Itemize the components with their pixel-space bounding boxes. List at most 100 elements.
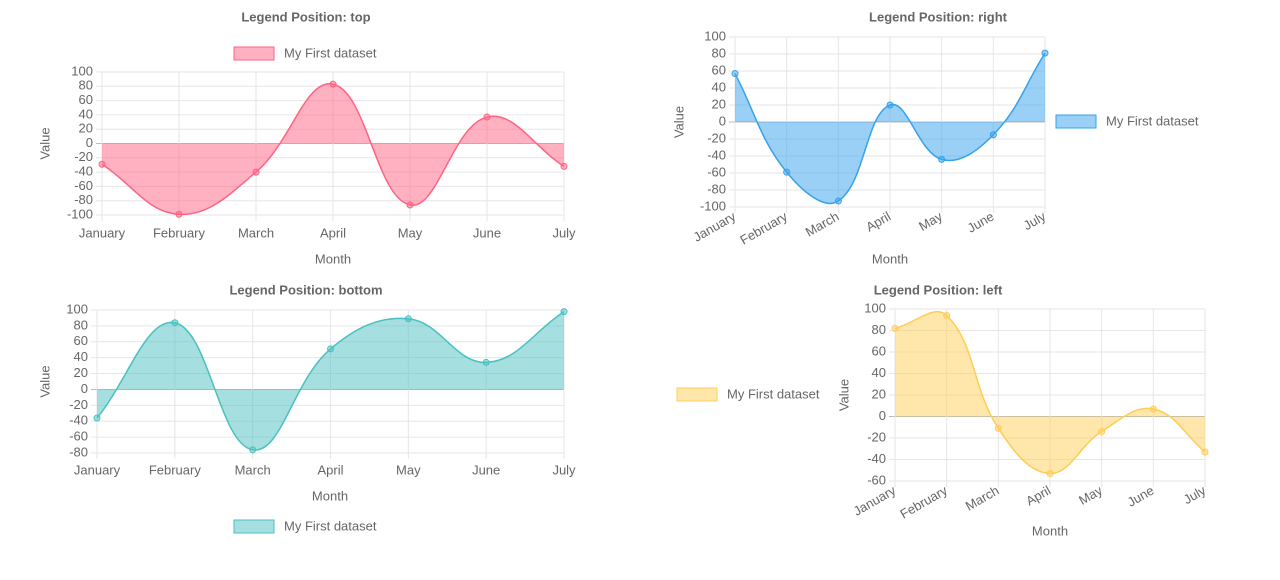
y-tick-label: -60 xyxy=(867,472,886,487)
y-tick-label: 20 xyxy=(712,96,726,111)
y-tick-label: 60 xyxy=(74,333,88,348)
y-tick-label: 100 xyxy=(71,63,93,78)
point xyxy=(483,113,491,121)
legend-label: My First dataset xyxy=(284,518,377,533)
y-tick-label: -80 xyxy=(74,192,93,207)
y-tick-label: -100 xyxy=(700,198,726,213)
y-tick-label: -60 xyxy=(74,178,93,193)
y-tick-label: 0 xyxy=(719,113,726,128)
y-axis-title: Value xyxy=(836,379,851,411)
y-tick-label: 60 xyxy=(79,92,93,107)
point xyxy=(171,319,179,327)
legend-label: My First dataset xyxy=(284,45,377,60)
y-tick-label: -40 xyxy=(867,451,886,466)
point xyxy=(989,131,997,139)
x-tick-label: January xyxy=(691,208,739,244)
area xyxy=(97,311,564,451)
x-tick-label: March xyxy=(963,483,1002,514)
x-tick-label: May xyxy=(398,225,423,240)
y-tick-label: 20 xyxy=(79,121,93,136)
point xyxy=(482,358,490,366)
x-tick-label: April xyxy=(320,225,346,240)
y-tick-label: -80 xyxy=(69,444,88,459)
point xyxy=(560,308,568,316)
point xyxy=(406,201,414,209)
x-axis-title: Month xyxy=(1032,523,1068,538)
legend-label: My First dataset xyxy=(1106,113,1199,128)
x-tick-label: April xyxy=(1023,483,1053,509)
x-tick-label: July xyxy=(1181,482,1209,507)
chart-title: Legend Position: left xyxy=(874,282,1003,297)
x-tick-label: May xyxy=(396,462,421,477)
y-tick-label: 40 xyxy=(712,79,726,94)
legend-swatch xyxy=(676,387,718,402)
point xyxy=(560,162,568,170)
area xyxy=(895,311,1205,474)
y-tick-label: -40 xyxy=(74,164,93,179)
chart-title: Legend Position: bottom xyxy=(229,282,382,297)
x-tick-label: June xyxy=(965,209,997,236)
x-tick-label: February xyxy=(149,462,202,477)
x-tick-label: February xyxy=(737,208,790,247)
point xyxy=(404,315,412,323)
y-tick-label: -20 xyxy=(707,130,726,145)
y-tick-label: -20 xyxy=(867,429,886,444)
point xyxy=(1041,49,1049,57)
x-tick-label: January xyxy=(851,482,899,518)
point xyxy=(783,168,791,176)
point xyxy=(1098,428,1106,436)
y-tick-label: 0 xyxy=(879,408,886,423)
x-tick-label: January xyxy=(74,462,121,477)
y-tick-label: 80 xyxy=(872,322,886,337)
y-tick-label: 100 xyxy=(864,300,886,315)
y-tick-label: 80 xyxy=(712,45,726,60)
chart-title: Legend Position: right xyxy=(869,9,1008,24)
chart: Legend Position: bottom -80-60-40-2002040… xyxy=(37,282,576,534)
point xyxy=(252,168,260,176)
x-tick-label: January xyxy=(79,225,126,240)
y-tick-label: 60 xyxy=(872,343,886,358)
chart: Legend Position: left -60 -40 -20 0 20 40 60 80 1… xyxy=(676,282,1209,538)
x-tick-label: May xyxy=(1076,482,1105,508)
point xyxy=(943,311,951,319)
y-tick-label: 0 xyxy=(86,135,93,150)
point xyxy=(93,414,101,422)
point xyxy=(1201,448,1209,456)
point xyxy=(98,160,106,168)
y-tick-label: 60 xyxy=(712,62,726,77)
y-tick-label: 40 xyxy=(79,106,93,121)
y-tick-label: -20 xyxy=(69,397,88,412)
point xyxy=(327,345,334,353)
y-tick-label: 40 xyxy=(74,349,88,364)
y-tick-label: -80 xyxy=(707,181,726,196)
x-tick-label: June xyxy=(473,225,501,240)
x-tick-label: July xyxy=(552,225,576,240)
legend-swatch xyxy=(1055,114,1097,129)
y-tick-label: -100 xyxy=(67,206,93,221)
x-tick-label: February xyxy=(153,225,206,240)
y-tick-label: 100 xyxy=(66,301,88,316)
point xyxy=(249,446,257,454)
x-tick-label: July xyxy=(552,462,576,477)
chart: Legend Position: top -100-80-60-40-200204… xyxy=(37,9,576,266)
y-tick-label: -40 xyxy=(69,413,88,428)
point xyxy=(731,70,739,78)
y-axis-title: Value xyxy=(37,365,52,397)
point xyxy=(891,324,899,332)
point xyxy=(938,155,946,163)
x-tick-label: February xyxy=(897,482,950,521)
chart-title: Legend Position: top xyxy=(241,9,370,24)
chart: Legend Position: right -100 -80 -60 -40 -20 0 2… xyxy=(671,9,1198,266)
x-tick-label: June xyxy=(472,462,500,477)
legend-label: My First dataset xyxy=(727,386,820,401)
x-tick-label: April xyxy=(317,462,343,477)
y-tick-label: 100 xyxy=(704,28,726,43)
x-axis-title: Month xyxy=(315,251,351,266)
x-tick-label: March xyxy=(235,462,271,477)
point xyxy=(994,424,1002,432)
y-tick-label: -60 xyxy=(707,164,726,179)
x-tick-label: May xyxy=(916,208,945,234)
x-tick-label: March xyxy=(803,209,842,240)
x-tick-label: July xyxy=(1021,208,1049,233)
